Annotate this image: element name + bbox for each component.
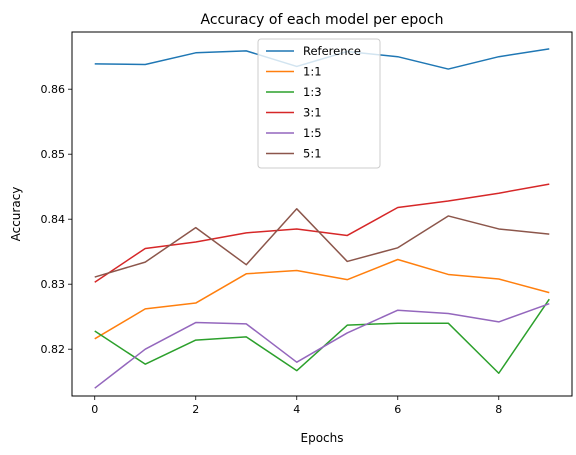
legend-label: 1:3	[303, 85, 322, 99]
legend-label: 3:1	[303, 106, 322, 120]
y-tick-label: 0.86	[41, 83, 66, 96]
series-line-1	[94, 258, 550, 340]
y-tick-label: 0.85	[41, 148, 66, 161]
y-tick-label: 0.84	[41, 213, 66, 226]
plot-frame	[71, 31, 573, 397]
x-tick-label: 0	[91, 403, 98, 416]
legend-label: 5:1	[303, 147, 322, 161]
x-tick-label: 8	[495, 403, 502, 416]
x-tick-label: 2	[192, 403, 199, 416]
y-tick-label: 0.82	[41, 343, 66, 356]
series-line-5	[94, 208, 550, 278]
series-line-3	[94, 183, 550, 283]
chart-title: Accuracy of each model per epoch	[201, 12, 444, 28]
x-tick-label: 4	[293, 403, 300, 416]
x-axis-label: Epochs	[301, 431, 344, 445]
series-line-4	[94, 302, 550, 389]
legend-label: Reference	[303, 44, 361, 58]
y-axis-label: Accuracy	[9, 187, 23, 242]
x-tick-label: 6	[394, 403, 401, 416]
legend-label: 1:5	[303, 126, 322, 140]
legend-label: 1:1	[303, 65, 322, 79]
y-tick-label: 0.83	[41, 278, 66, 291]
legend: Reference 1:1 1:3 3:1 1:5 5:1	[257, 38, 381, 169]
series-line-2	[94, 298, 550, 374]
